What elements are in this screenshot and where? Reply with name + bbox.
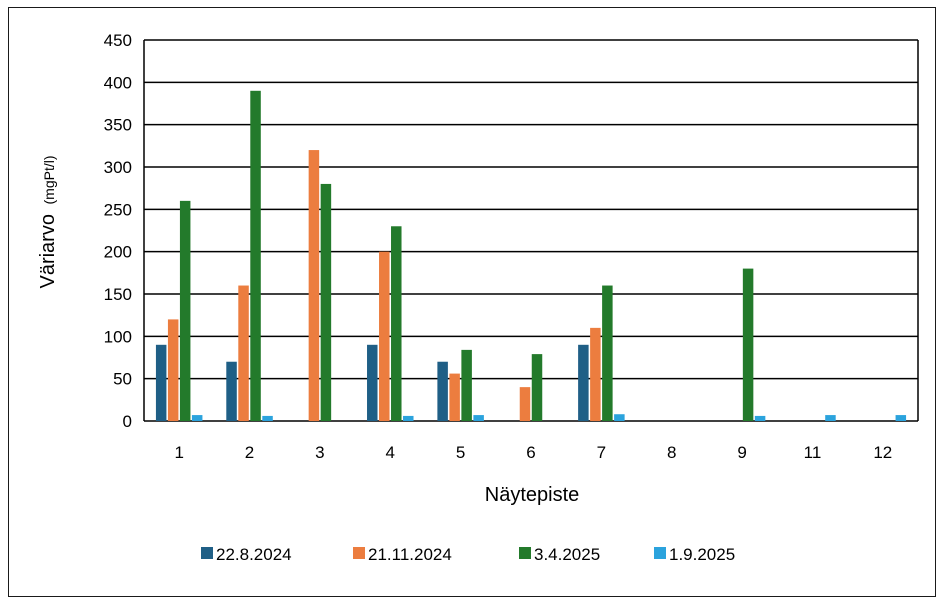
y-tick-label-300: 300 [104, 158, 132, 177]
bar-7-series-2 [590, 327, 601, 421]
bar-3-series-2 [308, 150, 320, 422]
bar-2-series-2 [238, 285, 249, 421]
chart-frame: 0 50 100 150 200 250 300 350 400 450 1 2 3 4 5 6 7 8 9 11 1… [8, 7, 936, 597]
x-tick-label-6: 6 [526, 443, 535, 462]
bar-5-series-3 [461, 349, 472, 421]
bar-4-series-1 [367, 344, 378, 421]
bar-12-series-4 [895, 415, 907, 421]
bar-5-series-1 [437, 361, 448, 421]
bar-4-series-3 [391, 226, 402, 421]
y-tick-label-400: 400 [104, 73, 132, 92]
y-tick-label-350: 350 [104, 116, 132, 135]
bar-1-series-1 [155, 344, 167, 421]
y-axis-unit: (mgPt/l) [41, 155, 57, 204]
legend-label-2: 21.11.2024 [368, 545, 452, 564]
legend-swatch-4 [654, 547, 666, 559]
y-axis-label: Väriarvo (mgPt/l) [37, 155, 59, 288]
x-tick-label-8: 8 [667, 443, 676, 462]
bar-11-series-4 [825, 415, 836, 421]
y-tick-label-100: 100 [104, 327, 132, 346]
legend-swatch-2 [353, 547, 365, 559]
y-tick-label-450: 450 [104, 31, 132, 50]
x-tick-label-12: 12 [873, 443, 892, 462]
y-axis-label-text: Väriarvo [37, 214, 59, 288]
bar-7-series-1 [578, 344, 589, 421]
legend: 22.8.2024 21.11.2024 3.4.2025 1.9.2025 [201, 545, 735, 564]
bar-1-series-3 [179, 200, 191, 421]
x-axis-ticks: 1 2 3 4 5 6 7 8 9 11 12 [174, 443, 892, 462]
bar-5-series-4 [473, 415, 484, 421]
x-tick-label-9: 9 [737, 443, 746, 462]
gridlines [143, 39, 919, 422]
x-tick-label-4: 4 [386, 443, 395, 462]
bar-4-series-4 [403, 415, 414, 421]
legend-swatch-1 [201, 547, 213, 559]
y-axis-ticks: 0 50 100 150 200 250 300 350 400 450 [104, 31, 132, 431]
bar-3-series-3 [320, 183, 332, 421]
x-tick-label-3: 3 [315, 443, 324, 462]
bar-4-series-2 [379, 251, 390, 421]
bars [155, 90, 907, 422]
legend-swatch-3 [519, 547, 531, 559]
bar-9-series-3 [742, 268, 754, 421]
bar-5-series-2 [449, 373, 460, 421]
bar-1-series-2 [167, 319, 179, 421]
y-tick-label-150: 150 [104, 285, 132, 304]
x-tick-label-1: 1 [174, 443, 183, 462]
bar-7-series-3 [602, 285, 613, 421]
bar-9-series-4 [754, 415, 766, 421]
x-tick-label-2: 2 [245, 443, 254, 462]
x-tick-label-7: 7 [597, 443, 606, 462]
x-axis-label: Näytepiste [485, 484, 580, 506]
y-tick-label-200: 200 [104, 243, 132, 262]
bar-2-series-1 [226, 361, 237, 421]
bar-6-series-2 [519, 387, 531, 421]
legend-label-3: 3.4.2025 [534, 545, 600, 564]
bar-7-series-4 [614, 414, 625, 421]
x-tick-label-11: 11 [804, 443, 822, 462]
bar-6-series-3 [531, 354, 543, 421]
bar-2-series-4 [262, 415, 273, 421]
legend-label-4: 1.9.2025 [669, 545, 735, 564]
y-tick-label-0: 0 [123, 412, 132, 431]
y-tick-label-250: 250 [104, 200, 132, 219]
y-tick-label-50: 50 [113, 370, 132, 389]
x-tick-label-5: 5 [456, 443, 465, 462]
legend-label-1: 22.8.2024 [216, 545, 292, 564]
bar-2-series-3 [250, 90, 261, 422]
bar-1-series-4 [191, 415, 203, 421]
